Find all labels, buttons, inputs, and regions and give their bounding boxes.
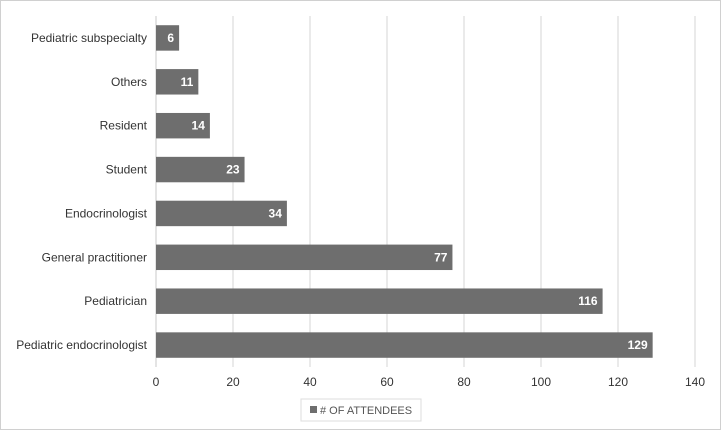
bar <box>156 69 199 95</box>
x-tick-label: 140 <box>685 375 705 389</box>
category-label: Pediatrician <box>84 294 147 308</box>
category-label: Pediatric endocrinologist <box>16 338 147 352</box>
data-label: 129 <box>628 338 648 352</box>
legend-swatch <box>310 406 317 413</box>
x-tick-label: 120 <box>608 375 628 389</box>
category-label: Pediatric subspecialty <box>31 31 147 45</box>
data-label: 34 <box>269 206 283 220</box>
category-label: General practitioner <box>42 250 147 264</box>
category-labels: Pediatric subspecialty Others Resident Stud… <box>16 31 147 352</box>
x-axis-ticks: 0 20 40 60 80 100 120 140 <box>153 375 706 389</box>
x-tick-label: 100 <box>531 375 551 389</box>
bar <box>156 200 287 227</box>
data-label: 116 <box>578 294 598 308</box>
x-tick-label: 0 <box>153 375 160 389</box>
bar <box>156 288 603 314</box>
x-tick-label: 40 <box>303 375 317 389</box>
bar <box>156 25 180 51</box>
data-label: 11 <box>181 75 194 89</box>
bar <box>156 156 245 183</box>
legend-box <box>300 398 422 422</box>
x-tick-label: 80 <box>457 375 471 389</box>
data-label: 23 <box>226 163 240 177</box>
data-label: 77 <box>434 250 448 264</box>
data-label: 6 <box>167 31 174 45</box>
gridlines <box>155 16 696 367</box>
category-label: Endocrinologist <box>65 206 148 220</box>
x-tick-label: 60 <box>380 375 394 389</box>
x-tick-label: 20 <box>226 375 240 389</box>
legend: # OF ATTENDEES <box>300 398 422 422</box>
category-label: Others <box>111 75 147 89</box>
category-label: Resident <box>100 119 148 133</box>
bar <box>156 332 653 358</box>
bar <box>156 112 210 139</box>
category-label: Student <box>106 163 148 177</box>
bar <box>156 244 453 271</box>
bars: 6 11 14 23 34 77 116 129 <box>156 25 653 358</box>
legend-label: # OF ATTENDEES <box>320 405 412 417</box>
data-label: 14 <box>192 119 206 133</box>
